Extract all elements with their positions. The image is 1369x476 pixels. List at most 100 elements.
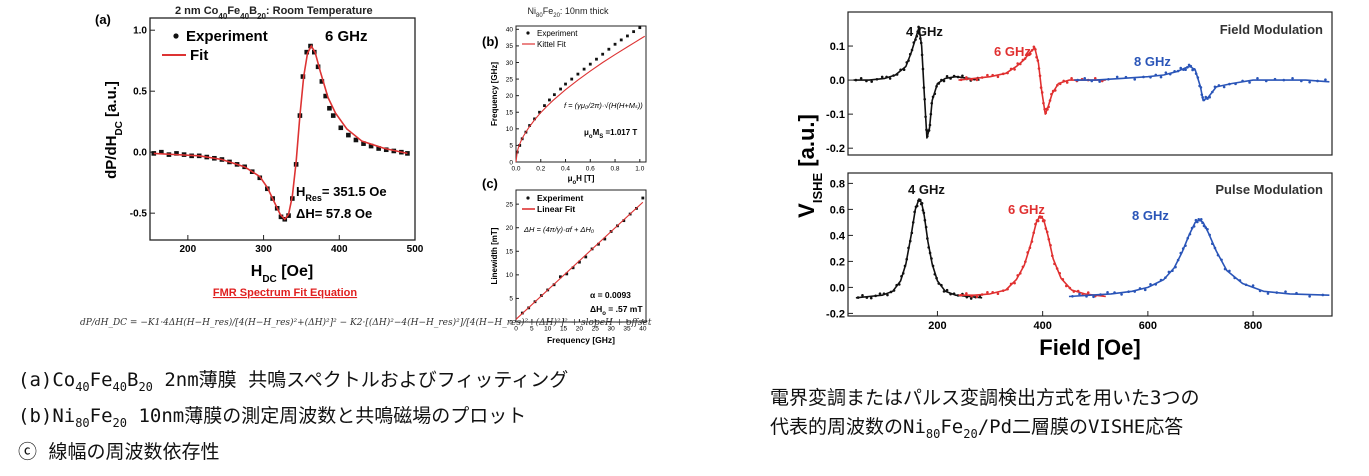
caption-sub: 20 bbox=[138, 379, 153, 394]
panel-a-hres-sub: Res bbox=[305, 193, 322, 203]
data-point bbox=[1324, 78, 1327, 82]
data-point bbox=[584, 255, 588, 259]
y-tick-label: 0.6 bbox=[830, 204, 845, 216]
data-point bbox=[986, 73, 989, 77]
data-point bbox=[353, 137, 359, 143]
panel-a-title-part: 2 nm Co bbox=[175, 5, 219, 17]
y-tick-label: 5 bbox=[509, 296, 513, 303]
data-point bbox=[1133, 78, 1137, 81]
right-ylabel-part: [a.u.] bbox=[794, 114, 819, 173]
data-point bbox=[588, 62, 592, 66]
data-point bbox=[278, 214, 284, 220]
panel-a-hres-part: H bbox=[296, 184, 305, 199]
right-ylabel: VISHE [a.u.] bbox=[794, 114, 825, 218]
caption-part: (a)Co bbox=[18, 369, 76, 391]
panel-b-title: Ni80Fe20: 10nm thick bbox=[528, 6, 609, 19]
panel-c-legend-fit: Linear Fit bbox=[537, 204, 575, 214]
right-caption-line-2: 代表的周波数のNi80Fe20/Pd二層膜のVISHE応答 bbox=[770, 413, 1199, 449]
y-tick-label: -0.2 bbox=[826, 308, 845, 320]
data-point bbox=[383, 147, 389, 153]
data-point bbox=[1115, 75, 1119, 79]
x-tick-label: 200 bbox=[928, 320, 946, 332]
data-point bbox=[1266, 292, 1270, 295]
panel-a-ylabel-part: dP/dH bbox=[103, 136, 120, 179]
caption-part: (b)Ni bbox=[18, 404, 76, 427]
panel-a-label: (a) bbox=[95, 12, 111, 27]
panel-b-xlabel-sub: o bbox=[573, 180, 577, 186]
panel-c-equation: ΔH = (4π/γ)·αf + ΔH₀ bbox=[523, 225, 594, 234]
data-point bbox=[1291, 76, 1294, 80]
data-point bbox=[565, 272, 569, 276]
panel-b-xlabel-part: μ bbox=[568, 174, 573, 183]
panel-a-ylabel: dP/dHDC [a.u.] bbox=[103, 81, 125, 179]
data-point bbox=[626, 34, 629, 38]
data-point bbox=[323, 93, 328, 99]
data-point bbox=[965, 76, 968, 79]
right-caption: 電界変調またはパルス変調検出方式を用いた3つの 代表的周波数のNi80Fe20/… bbox=[770, 384, 1199, 449]
y-tick-label: 35 bbox=[506, 43, 514, 50]
x-tick-label: 200 bbox=[180, 244, 197, 255]
x-tick-label: 800 bbox=[1244, 320, 1262, 332]
caption-sub: 40 bbox=[75, 379, 90, 394]
series-line bbox=[958, 46, 1106, 115]
bottom-fit-equation: dP/dH_DC = −K1·4ΔH(H−H_res)/[4(H−H_res)²… bbox=[80, 318, 652, 328]
data-point bbox=[533, 117, 536, 121]
data-point bbox=[1159, 75, 1163, 79]
x-tick-label: 0 bbox=[514, 326, 518, 333]
panel-a: (a) 2 nm Co40Fe40B20: Room Temperature 2… bbox=[95, 5, 424, 299]
x-tick-label: 5 bbox=[530, 326, 534, 333]
data-point bbox=[1065, 81, 1069, 84]
bottom-label-6ghz: 6 GHz bbox=[1008, 202, 1045, 217]
pulse-modulation-plot: 200 400 600 800 -0.2 0.0 0.2 0.4 0.6 0.8 bbox=[826, 178, 1330, 332]
panel-a-plot: 200 300 400 500 -0.5 0.0 0.5 1.0 bbox=[130, 26, 424, 255]
data-point bbox=[632, 30, 636, 34]
data-point bbox=[1143, 288, 1147, 292]
left-caption-line-3: ⓒ 線幅の周波数依存性 bbox=[18, 440, 220, 463]
caption-part: Fe bbox=[89, 404, 113, 427]
data-point bbox=[1083, 76, 1087, 80]
y-tick-label: 0.0 bbox=[830, 75, 845, 87]
data-point bbox=[570, 77, 574, 81]
panel-b-title-part: Fe bbox=[543, 6, 554, 16]
data-point bbox=[965, 292, 968, 295]
data-point bbox=[969, 297, 973, 300]
data-point bbox=[886, 293, 889, 297]
data-point bbox=[975, 295, 979, 299]
panel-b-ms: μoMS =1.017 T bbox=[584, 128, 637, 140]
data-point bbox=[376, 146, 381, 151]
data-point bbox=[559, 87, 562, 91]
data-point bbox=[361, 141, 366, 146]
panel-b-plot-frame bbox=[515, 25, 647, 163]
y-tick-label: 25 bbox=[506, 76, 514, 83]
data-point bbox=[595, 57, 598, 61]
data-point bbox=[996, 75, 1000, 79]
x-tick-label: 1.0 bbox=[635, 166, 644, 173]
fit-equation-link[interactable]: FMR Spectrum Fit Equation bbox=[213, 287, 358, 299]
panel-a-title-part: Fe bbox=[227, 5, 240, 17]
panel-a-title-part: : Room Temperature bbox=[266, 5, 373, 17]
data-point bbox=[975, 78, 979, 82]
x-tick-label: 600 bbox=[1139, 320, 1157, 332]
data-point bbox=[1308, 80, 1311, 84]
panel-b-title-sub: 80 bbox=[536, 13, 543, 19]
data-point bbox=[1070, 76, 1073, 80]
y-tick-label: 0.5 bbox=[133, 87, 147, 98]
series-line bbox=[853, 26, 980, 139]
x-tick-label: 0.6 bbox=[586, 166, 595, 173]
data-point bbox=[1098, 80, 1101, 83]
y-tick-label: 10 bbox=[506, 272, 514, 279]
y-tick-label: 15 bbox=[506, 249, 514, 256]
panel-a-xlabel-part: [Oe] bbox=[277, 263, 313, 280]
data-point bbox=[159, 149, 164, 155]
top-label-8ghz: 8 GHz bbox=[1134, 54, 1171, 69]
panel-a-xlabel: HDC [Oe] bbox=[251, 263, 313, 285]
caption-part: Fe bbox=[940, 416, 964, 438]
left-caption-line-1: (a)Co40Fe40B20 2nm薄膜 共鳴スペクトルおよびフィッティング bbox=[18, 366, 568, 402]
y-tick-label: 0.1 bbox=[830, 41, 845, 53]
data-point bbox=[613, 42, 617, 46]
x-tick-label: 0.0 bbox=[511, 166, 520, 173]
caption-part: 10nm薄膜の測定周波数と共鳴磁場のプロット bbox=[127, 404, 527, 427]
panel-b-ylabel: Frequency [GHz] bbox=[490, 62, 499, 126]
panel-a-hres: HRes= 351.5 Oe bbox=[296, 184, 387, 203]
data-point bbox=[330, 113, 336, 118]
